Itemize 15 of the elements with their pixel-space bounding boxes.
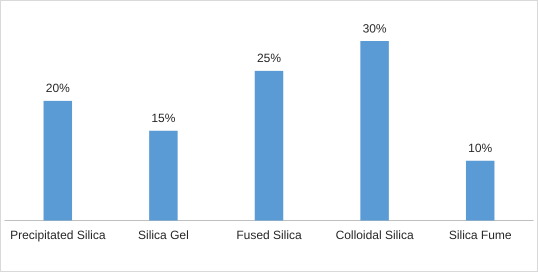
bar xyxy=(254,70,284,221)
data-label: 30% xyxy=(362,21,387,36)
bar xyxy=(44,100,72,221)
bar xyxy=(149,130,178,221)
x-tick-label: Precipitated Silica xyxy=(10,228,106,242)
bar xyxy=(360,40,389,221)
data-label: 10% xyxy=(468,141,493,156)
x-tick-label: Silica Fume xyxy=(448,228,512,242)
bar xyxy=(466,160,494,221)
data-label: 25% xyxy=(256,51,282,66)
x-tick-label: Colloidal Silica xyxy=(336,228,414,242)
x-tick-label: Fused Silica xyxy=(236,228,302,242)
data-label: 15% xyxy=(151,111,176,126)
data-label: 20% xyxy=(46,81,70,96)
x-tick-label: Silica Gel xyxy=(138,228,189,242)
